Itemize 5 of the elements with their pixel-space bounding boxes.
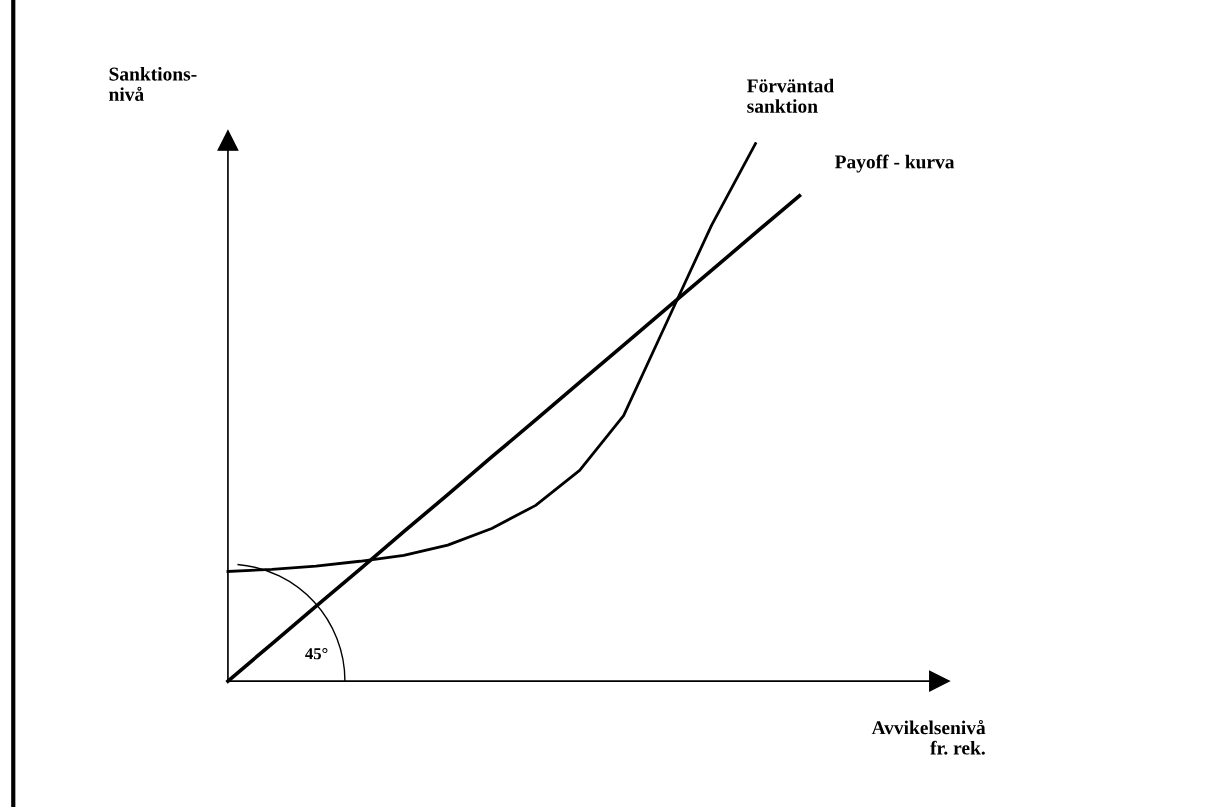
y-axis-title: Sanktions- nivå (109, 66, 197, 101)
x-axis-title: Avvikelsenivå fr. rek. (871, 720, 986, 755)
annotation: 45° (305, 648, 328, 660)
series-label: Förväntad sanktion (747, 78, 834, 113)
text: Payoff - kurva (834, 154, 955, 173)
